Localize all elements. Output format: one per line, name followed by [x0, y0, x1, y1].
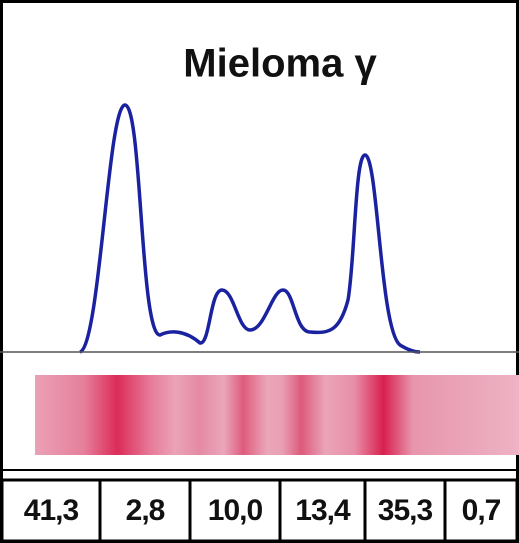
cell-value: 0,7 [462, 494, 501, 527]
density-curve [80, 105, 420, 352]
cell-value: 10,0 [208, 494, 263, 527]
figure: Mieloma γ 41,3 2,8 10,0 13,4 35,3 0,7 [0, 0, 519, 543]
cell-value: 35,3 [378, 494, 433, 527]
gel-strip [35, 375, 519, 455]
cell-value: 41,3 [24, 494, 79, 527]
value-row: 41,3 2,8 10,0 13,4 35,3 0,7 [2, 480, 517, 541]
cell-value: 2,8 [126, 494, 165, 527]
title: Mieloma γ [183, 42, 377, 86]
cell-value: 13,4 [295, 494, 351, 527]
